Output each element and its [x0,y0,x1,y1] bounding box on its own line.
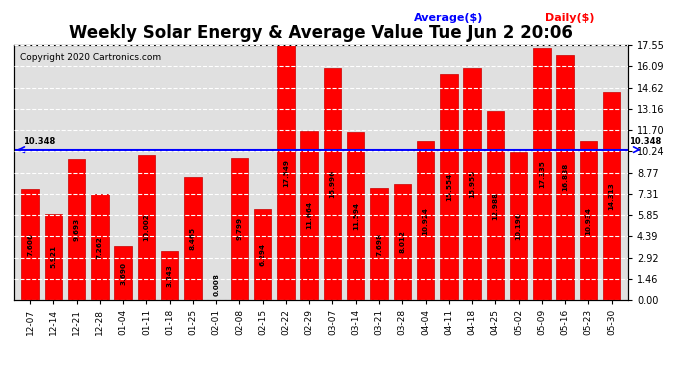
Bar [347,132,364,300]
Bar [138,154,155,300]
Text: 14.313: 14.313 [609,182,615,210]
Text: 12.988: 12.988 [492,192,498,220]
Bar [301,130,318,300]
Text: 8.465: 8.465 [190,227,196,250]
Text: 17.335: 17.335 [539,160,545,188]
Text: 7.262: 7.262 [97,236,103,259]
Bar [533,48,551,300]
Bar [603,92,620,300]
Bar [161,251,179,300]
Bar [254,209,271,300]
Text: 3.343: 3.343 [167,264,172,287]
Text: 10.934: 10.934 [585,207,591,234]
Bar [393,184,411,300]
Bar [68,159,86,300]
Text: 15.554: 15.554 [446,173,452,201]
Text: 16.888: 16.888 [562,163,568,191]
Bar [324,68,341,300]
Text: 0.008: 0.008 [213,273,219,296]
Text: 10.348: 10.348 [629,137,661,146]
Text: 10.002: 10.002 [144,213,150,241]
Text: 3.690: 3.690 [120,262,126,285]
Text: Copyright 2020 Cartronics.com: Copyright 2020 Cartronics.com [20,53,161,62]
Text: 15.955: 15.955 [469,170,475,198]
Text: 15.996: 15.996 [330,170,335,198]
Bar [184,177,201,300]
Text: Average($): Average($) [414,13,484,23]
Text: 7.606: 7.606 [27,233,33,256]
Text: 11.594: 11.594 [353,202,359,230]
Text: 8.012: 8.012 [400,230,405,253]
Title: Weekly Solar Energy & Average Value Tue Jun 2 20:06: Weekly Solar Energy & Average Value Tue … [69,24,573,42]
Bar [486,111,504,300]
Bar [45,214,62,300]
Bar [230,158,248,300]
Text: 5.921: 5.921 [50,246,57,268]
Bar [371,188,388,300]
Bar [580,141,597,300]
Text: 10.924: 10.924 [422,207,428,235]
Bar [21,189,39,300]
Bar [510,152,527,300]
Text: 11.664: 11.664 [306,201,312,229]
Bar [463,68,481,300]
Text: 7.698: 7.698 [376,232,382,256]
Text: 10.348: 10.348 [23,137,55,146]
Bar [440,74,457,300]
Text: 10.196: 10.196 [515,212,522,240]
Text: Daily($): Daily($) [545,13,595,23]
Bar [556,55,574,300]
Bar [91,195,108,300]
Text: 6.294: 6.294 [259,243,266,266]
Bar [417,141,434,300]
Text: 9.799: 9.799 [237,217,242,240]
Text: 17.549: 17.549 [283,159,289,186]
Bar [277,45,295,300]
Bar [115,246,132,300]
Text: 9.693: 9.693 [74,218,79,241]
